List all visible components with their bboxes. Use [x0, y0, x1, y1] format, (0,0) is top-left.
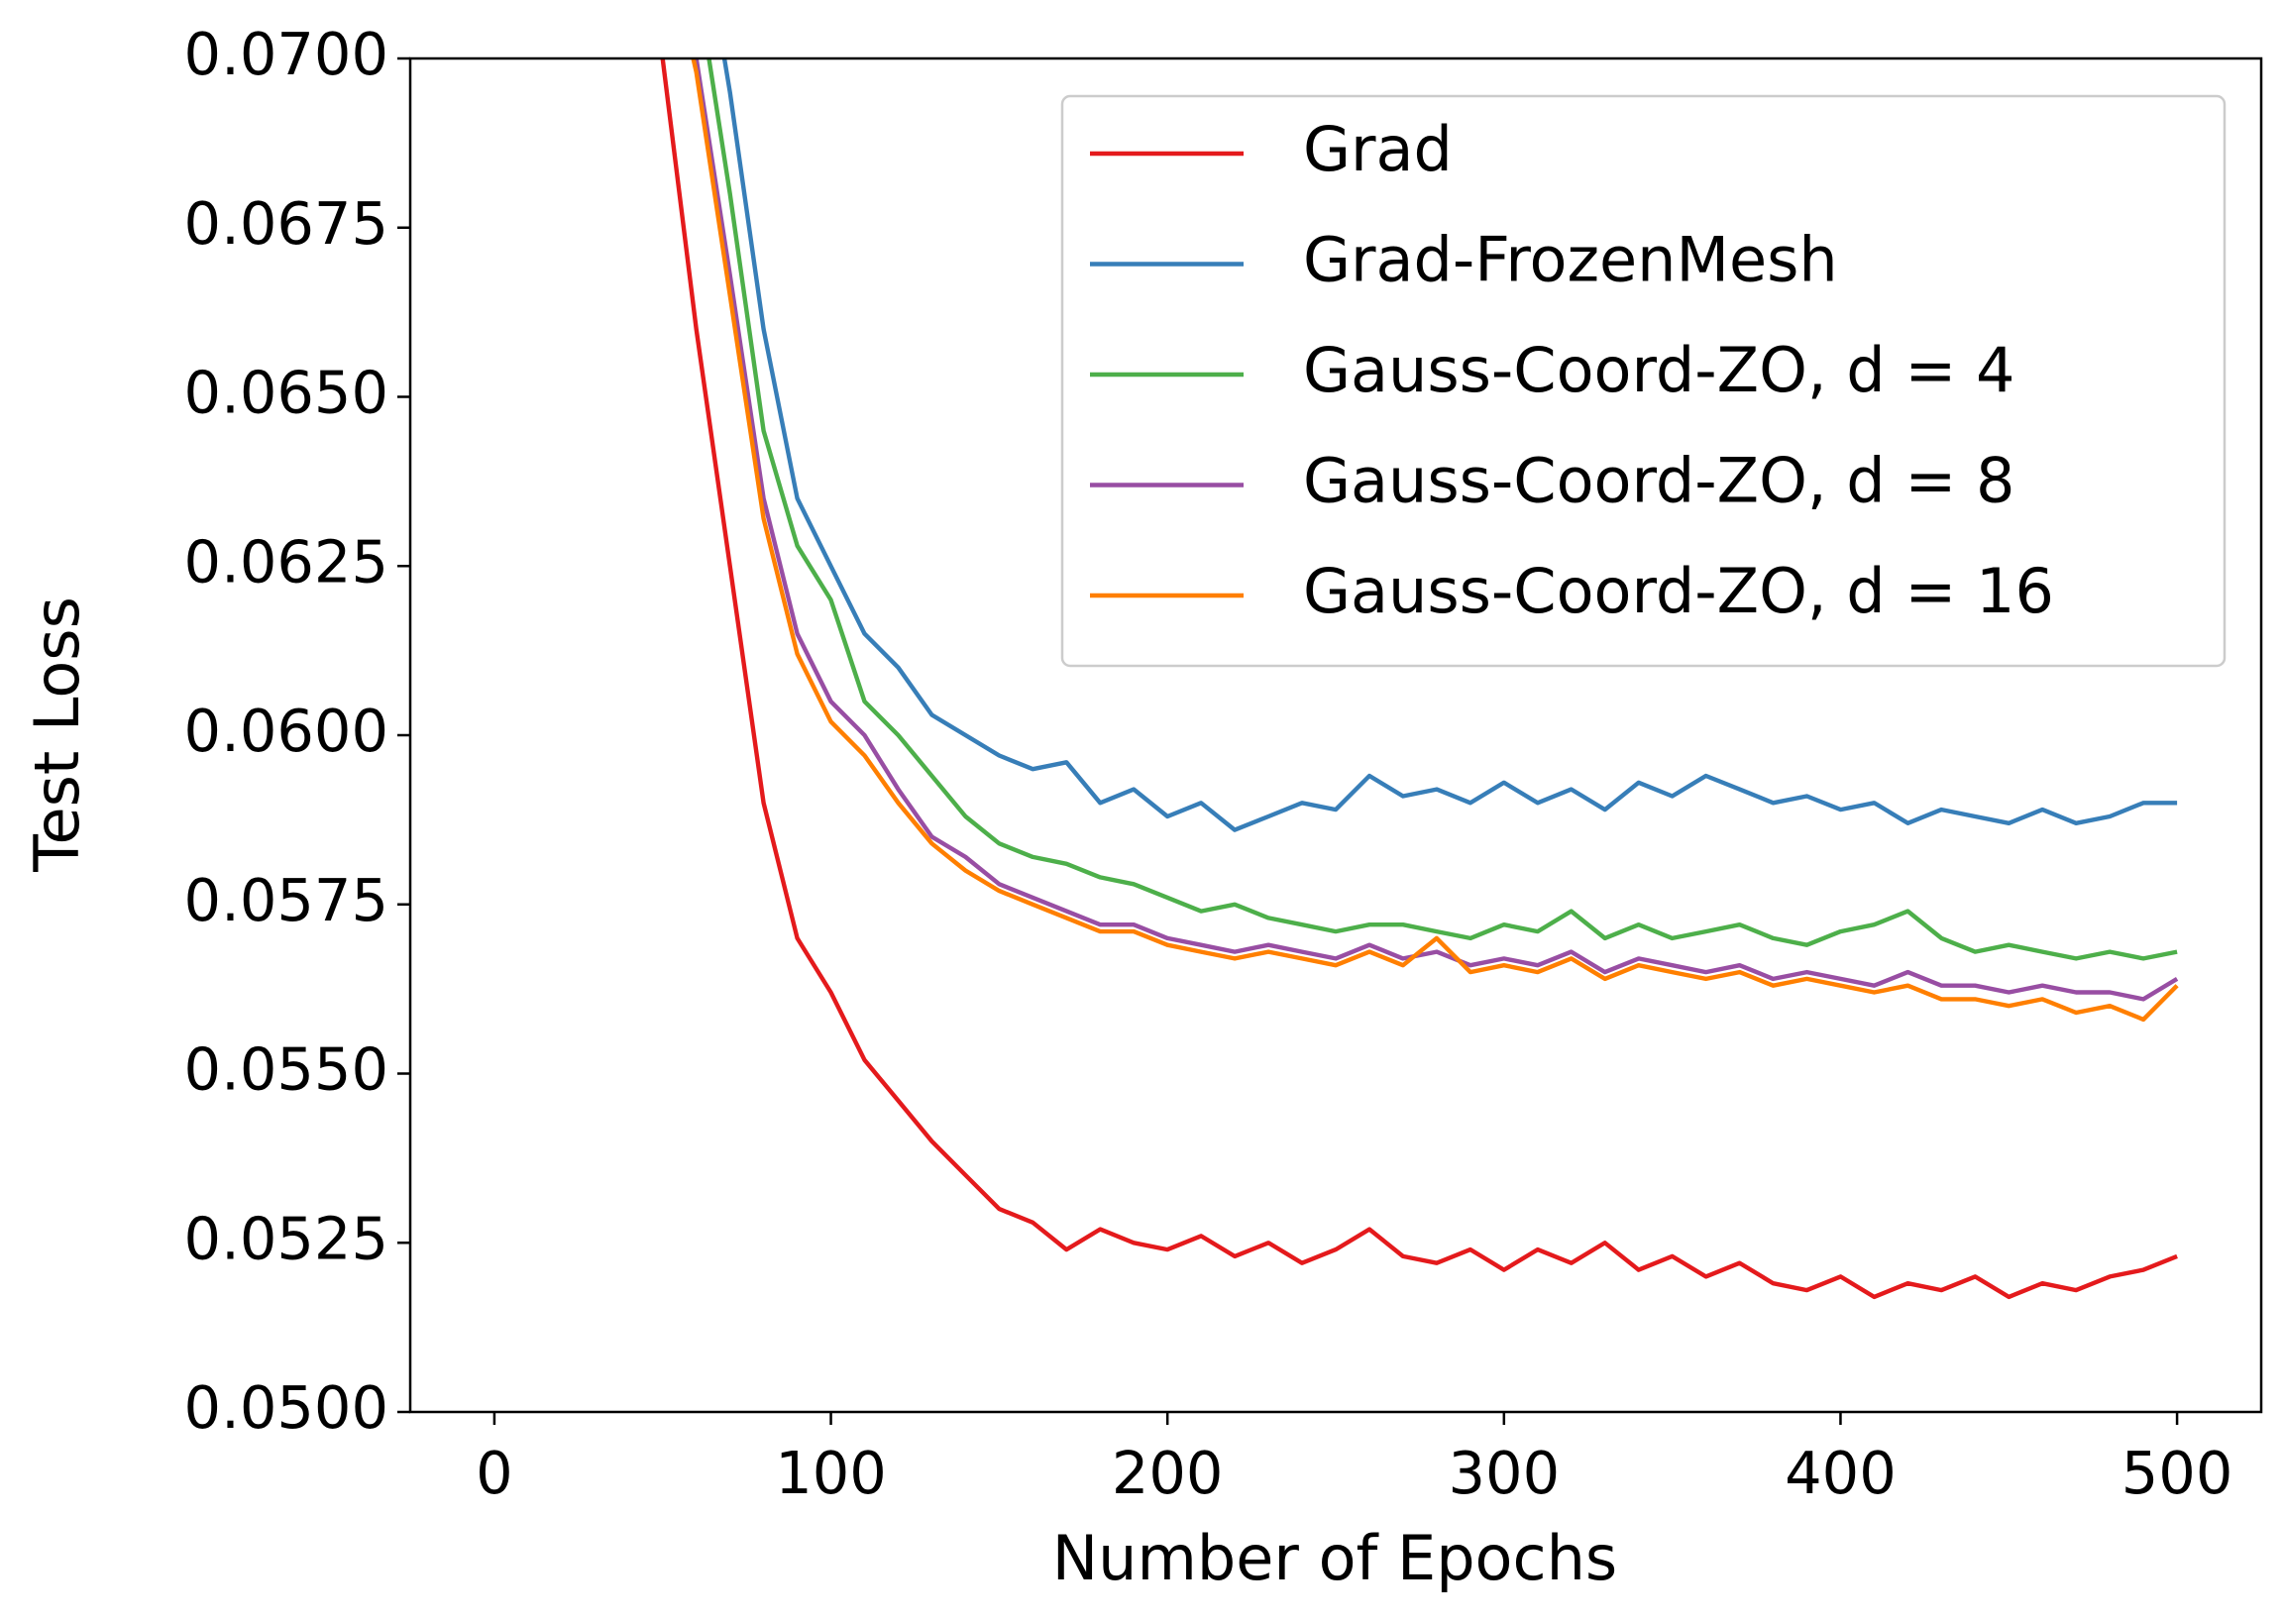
- legend-label: Grad: [1303, 113, 1453, 185]
- plot-area: [660, 58, 2179, 1300]
- x-tick-label: 100: [775, 1439, 887, 1507]
- y-tick-label: 0.0500: [184, 1373, 388, 1442]
- series-line: [694, 58, 2179, 1002]
- plot-frame: [408, 56, 2263, 1414]
- legend-label: Gauss-Coord-ZO, d = 4: [1303, 334, 2014, 406]
- series-line: [691, 58, 2179, 1023]
- x-tick-label: 300: [1449, 1439, 1561, 1507]
- y-axis-label: Test Loss: [21, 596, 93, 873]
- x-tick-label: 400: [1785, 1439, 1897, 1507]
- series-line: [660, 58, 2178, 1300]
- y-tick-label: 0.0675: [184, 189, 388, 258]
- y-tick-label: 0.0600: [184, 697, 388, 765]
- series-line: [721, 58, 2178, 832]
- x-tick-label: 0: [476, 1439, 513, 1507]
- y-tick-label: 0.0575: [184, 866, 388, 934]
- y-tick-label: 0.0625: [184, 527, 388, 595]
- y-tick-label: 0.0650: [184, 359, 388, 427]
- series-line: [707, 58, 2178, 961]
- legend-label: Gauss-Coord-ZO, d = 16: [1303, 555, 2054, 627]
- x-tick-label: 500: [2121, 1439, 2233, 1507]
- x-tick-label: 200: [1112, 1439, 1224, 1507]
- y-tick-label: 0.0525: [184, 1204, 388, 1272]
- x-axis-label: Number of Epochs: [1052, 1522, 1617, 1594]
- y-tick-label: 0.0550: [184, 1035, 388, 1104]
- y-tick-label: 0.0700: [184, 20, 388, 88]
- legend-label: Gauss-Coord-ZO, d = 8: [1303, 445, 2014, 517]
- legend-label: Grad-FrozenMesh: [1303, 224, 1838, 296]
- legend-box: [1060, 94, 2227, 668]
